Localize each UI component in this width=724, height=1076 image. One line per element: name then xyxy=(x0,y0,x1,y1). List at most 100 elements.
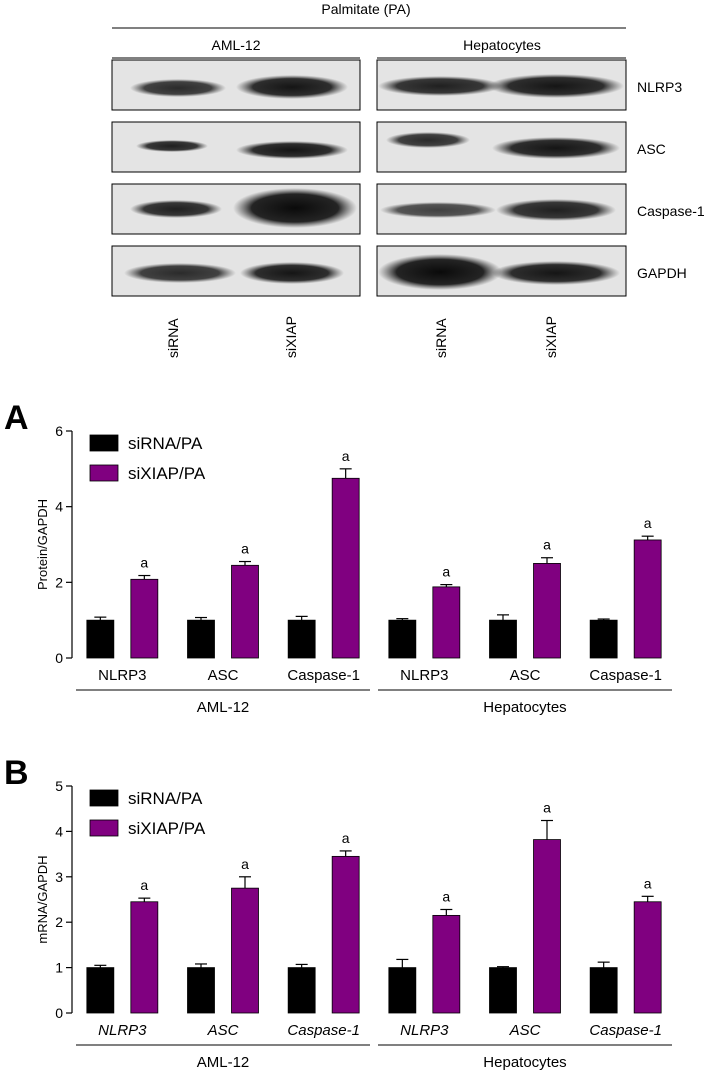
legend-swatch xyxy=(89,464,119,482)
bar-sirna xyxy=(388,619,417,659)
group-label: AML-12 xyxy=(197,699,250,716)
y-axis-label: mRNA/GAPDH xyxy=(35,855,50,943)
bar-sirna xyxy=(86,967,115,1014)
x-category-label: Caspase-1 xyxy=(589,667,662,684)
bar-sirna xyxy=(489,967,517,1014)
blot-band xyxy=(496,199,616,221)
panel-label: B xyxy=(4,754,29,792)
mrna-bar-chart: B 0 1 2 3 4 5 mRNA/GAPDH a NLRP3 a ASC a Caspase-1 a NL… xyxy=(4,754,672,1071)
blot-protein-label-nlrp3: NLRP3 xyxy=(637,79,682,95)
blot-band xyxy=(492,137,620,159)
blot-protein-label-gapdh: GAPDH xyxy=(637,265,687,281)
bar-sirna xyxy=(388,967,417,1014)
bar-sixiap xyxy=(331,855,360,1014)
significance-label: a xyxy=(241,856,249,872)
legend-swatch xyxy=(89,789,119,807)
x-category-label: NLRP3 xyxy=(400,667,448,684)
panel-label: A xyxy=(4,399,29,437)
x-category-label: Caspase-1 xyxy=(589,1022,662,1039)
bar-sirna xyxy=(187,967,215,1014)
bar-sirna xyxy=(86,619,115,659)
bar-sixiap xyxy=(231,564,259,659)
legend-label: siRNA/PA xyxy=(128,434,203,453)
blot-band xyxy=(380,202,496,218)
bar-sirna xyxy=(187,619,215,659)
x-category-label: NLRP3 xyxy=(98,667,146,684)
significance-label: a xyxy=(140,555,148,571)
significance-label: a xyxy=(241,541,249,557)
blot-band xyxy=(130,79,226,97)
significance-label: a xyxy=(140,877,148,893)
blot-lane-label-2: siXIAP xyxy=(283,316,299,358)
significance-label: a xyxy=(342,830,350,846)
blot-band xyxy=(130,200,222,218)
significance-label: a xyxy=(644,875,652,891)
blot-rows xyxy=(111,59,627,297)
x-category-label: NLRP3 xyxy=(98,1022,147,1039)
group-label: Hepatocytes xyxy=(483,699,566,716)
x-category-label: ASC xyxy=(509,1022,541,1039)
significance-label: a xyxy=(442,888,450,904)
blot-band xyxy=(233,188,357,228)
western-blot-panel: Palmitate (PA) AML-12 Hepatocytes NLRP3 … xyxy=(111,1,705,358)
group-label: Hepatocytes xyxy=(483,1054,566,1071)
blot-lane-label-3: siRNA xyxy=(433,318,449,358)
significance-label: a xyxy=(644,515,652,531)
bar-sixiap xyxy=(533,839,561,1014)
bar-sixiap xyxy=(533,563,561,659)
x-category-label: ASC xyxy=(207,1022,239,1039)
blot-title: Palmitate (PA) xyxy=(321,1,410,17)
blot-band xyxy=(136,140,208,152)
y-axis-label: Protein/GAPDH xyxy=(35,499,50,590)
bar-sixiap xyxy=(633,901,662,1014)
significance-label: a xyxy=(543,800,551,816)
y-tick-label: 3 xyxy=(55,869,63,885)
legend-label: siXIAP/PA xyxy=(128,464,206,483)
blot-band xyxy=(240,262,344,284)
bar-sirna xyxy=(287,619,316,659)
x-category-label: Caspase-1 xyxy=(287,667,360,684)
legend-label: siXIAP/PA xyxy=(128,819,206,838)
y-tick-label: 1 xyxy=(55,960,63,976)
y-tick-label: 6 xyxy=(55,423,63,439)
bar-sixiap xyxy=(331,477,360,659)
blot-protein-label-asc: ASC xyxy=(637,141,666,157)
significance-label: a xyxy=(442,564,450,580)
blot-group-label-hepatocytes: Hepatocytes xyxy=(463,37,541,53)
blot-protein-label-caspase-1: Caspase-1 xyxy=(637,203,705,219)
y-tick-label: 4 xyxy=(55,499,63,515)
protein-bar-chart: A 0 2 4 6 Protein/GAPDH a NLRP3 a ASC a Caspase-1 a N… xyxy=(4,399,672,716)
blot-band xyxy=(492,261,620,285)
bar-sixiap xyxy=(633,539,662,659)
y-tick-label: 2 xyxy=(55,574,63,590)
y-tick-label: 0 xyxy=(55,650,63,666)
blot-band xyxy=(488,74,624,98)
y-tick-label: 4 xyxy=(55,823,63,839)
blot-band xyxy=(378,254,502,290)
blot-band xyxy=(386,132,470,148)
bar-sixiap xyxy=(130,578,159,659)
blot-band xyxy=(236,75,348,99)
blot-lane-label-1: siRNA xyxy=(165,318,181,358)
bar-sixiap xyxy=(432,586,461,659)
legend-swatch xyxy=(89,434,119,452)
blot-lane-label-4: siXIAP xyxy=(543,316,559,358)
y-tick-label: 2 xyxy=(55,914,63,930)
legend-label: siRNA/PA xyxy=(128,789,203,808)
significance-label: a xyxy=(543,537,551,553)
bar-sirna xyxy=(589,619,618,659)
significance-label: a xyxy=(342,448,350,464)
bar-sirna xyxy=(589,967,618,1014)
y-tick-label: 0 xyxy=(55,1005,63,1021)
bar-sixiap xyxy=(231,887,259,1014)
bar-sirna xyxy=(287,967,316,1014)
blot-band xyxy=(124,263,236,283)
bar-sixiap xyxy=(432,914,461,1014)
bar-sixiap xyxy=(130,901,159,1014)
blot-band xyxy=(236,141,348,159)
y-tick-label: 5 xyxy=(55,778,63,794)
x-category-label: Caspase-1 xyxy=(287,1022,360,1039)
x-category-label: ASC xyxy=(208,667,239,684)
blot-band xyxy=(378,76,502,96)
blot-group-label-aml12: AML-12 xyxy=(211,37,260,53)
